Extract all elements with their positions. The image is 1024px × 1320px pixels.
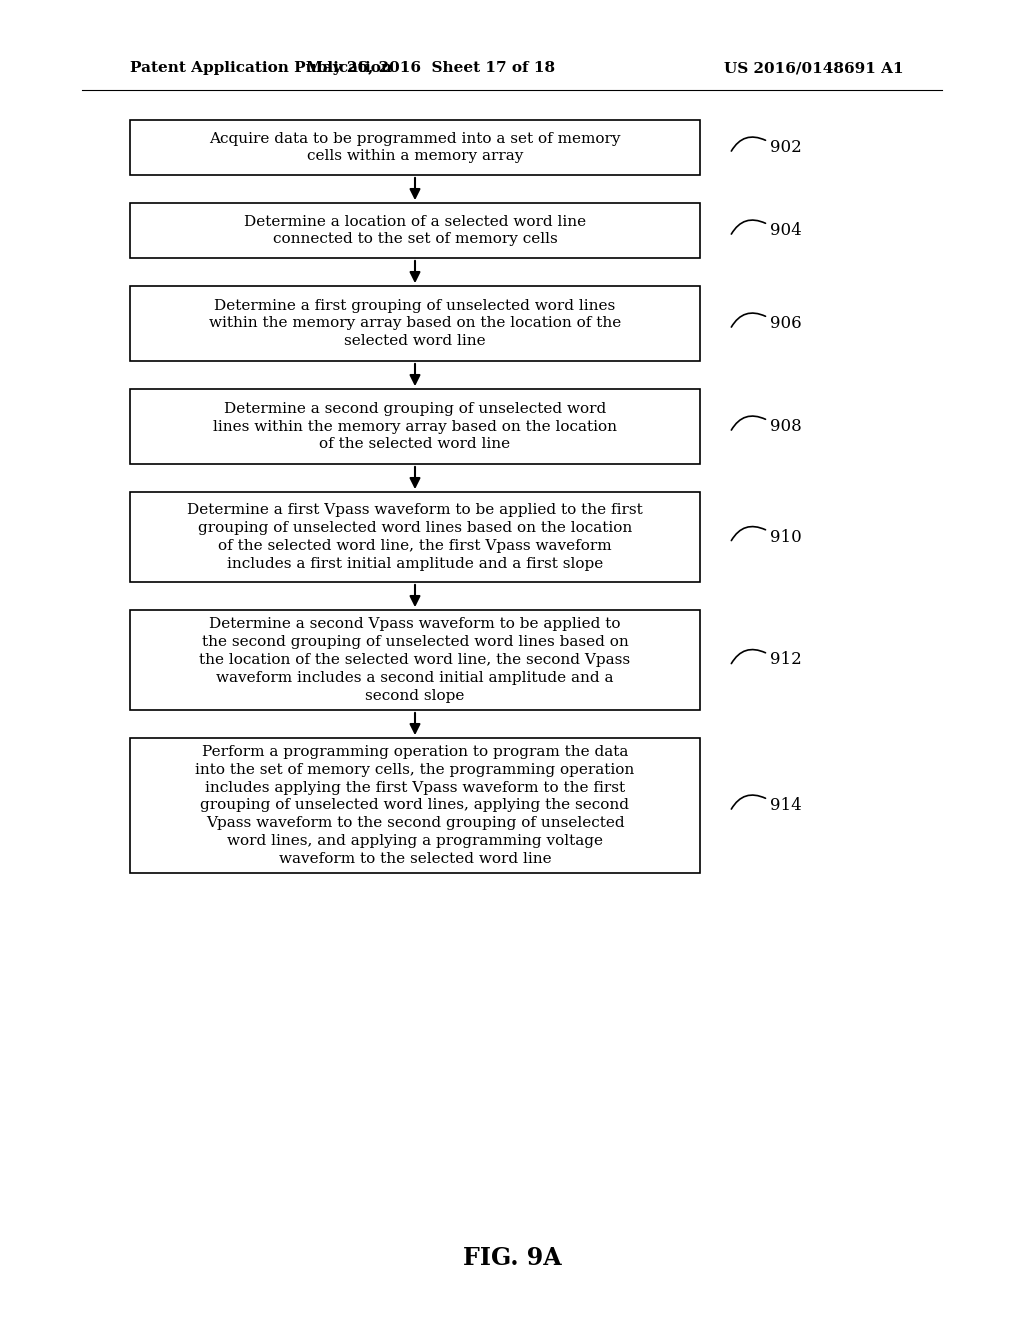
Text: Perform a programming operation to program the data
into the set of memory cells: Perform a programming operation to progr… <box>196 744 635 866</box>
Text: Acquire data to be programmed into a set of memory
cells within a memory array: Acquire data to be programmed into a set… <box>209 132 621 164</box>
Text: Determine a first Vpass waveform to be applied to the first
grouping of unselect: Determine a first Vpass waveform to be a… <box>187 503 643 570</box>
Text: 902: 902 <box>770 139 802 156</box>
Text: Determine a second grouping of unselected word
lines within the memory array bas: Determine a second grouping of unselecte… <box>213 401 617 451</box>
Text: Patent Application Publication: Patent Application Publication <box>130 61 392 75</box>
Bar <box>130 203 700 257</box>
Text: Determine a location of a selected word line
connected to the set of memory cell: Determine a location of a selected word … <box>244 215 586 247</box>
Bar <box>130 738 700 873</box>
Text: 914: 914 <box>770 797 802 814</box>
Bar <box>130 610 700 710</box>
Text: 908: 908 <box>770 418 802 436</box>
Text: 912: 912 <box>770 652 802 668</box>
Bar <box>130 492 700 582</box>
Bar <box>130 286 700 360</box>
Text: 906: 906 <box>770 315 802 333</box>
Text: May 26, 2016  Sheet 17 of 18: May 26, 2016 Sheet 17 of 18 <box>305 61 555 75</box>
Bar <box>130 389 700 465</box>
Text: Determine a second Vpass waveform to be applied to
the second grouping of unsele: Determine a second Vpass waveform to be … <box>200 618 631 702</box>
Text: 910: 910 <box>770 528 802 545</box>
Text: 904: 904 <box>770 222 802 239</box>
Text: US 2016/0148691 A1: US 2016/0148691 A1 <box>724 61 904 75</box>
Text: Determine a first grouping of unselected word lines
within the memory array base: Determine a first grouping of unselected… <box>209 298 622 348</box>
Text: FIG. 9A: FIG. 9A <box>463 1246 561 1270</box>
Bar <box>130 120 700 176</box>
